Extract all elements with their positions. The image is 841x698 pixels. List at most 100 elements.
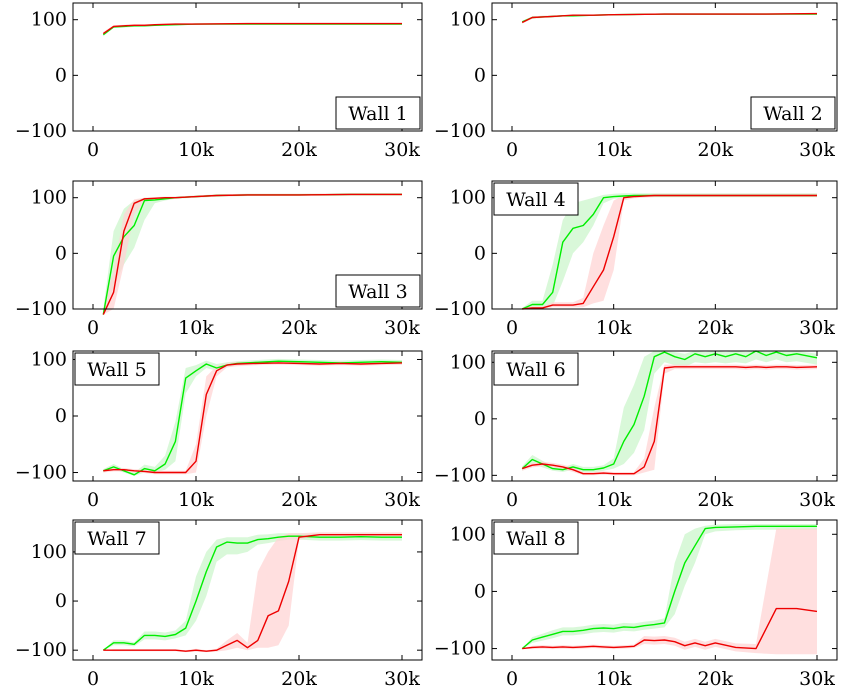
plot-frame <box>72 180 423 310</box>
series-line-1 <box>521 525 817 650</box>
confidence-band-2 <box>522 193 817 309</box>
x-tick-label: 30k <box>384 139 420 161</box>
x-tick-label: 20k <box>281 489 317 511</box>
x-tick-label: 10k <box>178 668 214 690</box>
y-tick-label: −100 <box>434 120 486 142</box>
y-tick-label: 100 <box>31 348 67 370</box>
y-tick-label: −100 <box>434 464 486 486</box>
y-tick-label: 0 <box>474 580 486 602</box>
wall-label: Wall 6 <box>506 359 566 381</box>
confidence-band-1 <box>522 193 817 309</box>
x-tick-label: 30k <box>384 489 420 511</box>
chart-panel-6: −100 0 100 0 10k 20k 30k Wall 6 <box>434 350 838 511</box>
y-tick-label: −100 <box>15 462 67 484</box>
wall-label: Wall 8 <box>506 528 566 550</box>
wall-label-box <box>493 182 579 216</box>
y-tick-label: 0 <box>474 242 486 264</box>
confidence-band-1 <box>522 524 817 649</box>
wall-label: Wall 2 <box>763 103 823 125</box>
x-tick-label: 20k <box>281 668 317 690</box>
series-line-2 <box>521 12 818 24</box>
chart-panel-3: −100 0 100 0 10k 20k 30k Wall 3 <box>15 180 423 339</box>
x-tick-label: 20k <box>697 139 733 161</box>
wall-label: Wall 4 <box>506 189 566 211</box>
y-tick-label: 100 <box>450 187 486 209</box>
x-tick-label: 0 <box>87 317 99 339</box>
chart-panel-2: −100 0 100 0 10k 20k 30k Wall 2 <box>434 2 838 161</box>
x-tick-label: 20k <box>281 317 317 339</box>
series-line-2 <box>102 22 402 35</box>
series-line-2 <box>102 193 402 315</box>
x-tick-label: 10k <box>178 139 214 161</box>
wall-label: Wall 7 <box>87 528 147 550</box>
confidence-band-2 <box>103 23 403 36</box>
x-tick-label: 20k <box>281 139 317 161</box>
wall-label-box <box>750 96 836 130</box>
y-tick-label: 100 <box>450 523 486 545</box>
x-tick-label: 0 <box>506 139 518 161</box>
x-tick-label: 30k <box>799 489 835 511</box>
plot-frame <box>72 2 423 132</box>
y-tick-label: 0 <box>55 242 67 264</box>
x-tick-label: 0 <box>506 668 518 690</box>
y-tick-label: 0 <box>55 64 67 86</box>
series-line-2 <box>103 534 402 652</box>
x-tick-label: 0 <box>87 668 99 690</box>
y-tick-label: −100 <box>434 298 486 320</box>
x-tick-label: 10k <box>178 489 214 511</box>
plot-frame <box>72 519 423 661</box>
x-tick-label: 0 <box>506 317 518 339</box>
y-tick-label: 100 <box>31 187 67 209</box>
x-tick-label: 0 <box>87 139 99 161</box>
y-tick-label: 100 <box>31 541 67 563</box>
wall-label-box <box>493 521 579 555</box>
y-tick-label: 100 <box>31 9 67 31</box>
series-line-2 <box>522 194 817 310</box>
x-tick-label: 0 <box>506 489 518 511</box>
chart-panel-4: −100 0 100 0 10k 20k 30k Wall 4 <box>434 180 838 339</box>
series-line-2 <box>103 362 403 474</box>
x-tick-label: 10k <box>596 668 632 690</box>
y-tick-label: 100 <box>450 9 486 31</box>
x-tick-label: 30k <box>799 668 835 690</box>
wall-label: Wall 1 <box>348 103 408 125</box>
confidence-band-2 <box>522 528 817 655</box>
plot-frame <box>491 519 838 661</box>
series-line-1 <box>521 350 818 471</box>
y-tick-label: 0 <box>55 405 67 427</box>
wall-label-box <box>335 274 421 308</box>
series-line-2 <box>522 607 818 650</box>
series-line-1 <box>102 535 402 651</box>
confidence-band-2 <box>103 532 403 653</box>
x-tick-label: 20k <box>697 668 733 690</box>
y-tick-label: −100 <box>15 120 67 142</box>
y-tick-label: 0 <box>474 408 486 430</box>
x-tick-label: 30k <box>384 668 420 690</box>
x-tick-label: 0 <box>87 489 99 511</box>
confidence-band-2 <box>522 364 817 476</box>
y-tick-label: 0 <box>474 64 486 86</box>
chart-panel-8: −100 0 100 0 10k 20k 30k Wall 8 <box>434 519 838 690</box>
chart-panel-7: −100 0 100 0 10k 20k 30k Wall 7 <box>15 519 423 690</box>
chart-panel-5: −100 0 100 0 10k 20k 30k Wall 5 <box>15 348 423 511</box>
x-tick-label: 20k <box>697 489 733 511</box>
wall-label: Wall 5 <box>87 359 147 381</box>
plot-frame <box>491 2 838 132</box>
x-tick-label: 10k <box>596 139 632 161</box>
y-tick-label: −100 <box>434 638 486 660</box>
x-tick-label: 10k <box>596 489 632 511</box>
plot-frame <box>491 180 838 310</box>
x-tick-label: 30k <box>384 317 420 339</box>
x-tick-label: 20k <box>697 317 733 339</box>
y-tick-label: −100 <box>15 639 67 661</box>
series-line-2 <box>521 366 818 475</box>
wall-label-box <box>74 352 160 386</box>
y-tick-label: 0 <box>55 590 67 612</box>
wall-label-box <box>493 352 579 386</box>
wall-label-box <box>74 521 160 555</box>
x-tick-label: 30k <box>799 317 835 339</box>
x-tick-label: 30k <box>799 139 835 161</box>
wall-label: Wall 3 <box>348 281 408 303</box>
y-tick-label: −100 <box>15 298 67 320</box>
